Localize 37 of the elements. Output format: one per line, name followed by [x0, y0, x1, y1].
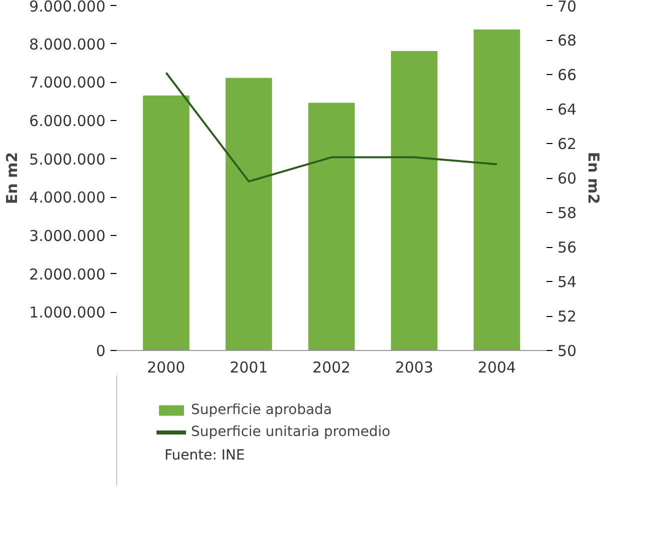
y2-tick-label: 52: [558, 308, 577, 326]
bar: [474, 30, 520, 350]
y2-tick-label: 56: [558, 238, 577, 256]
bar: [142, 95, 190, 350]
y2-tick-label: 68: [558, 32, 577, 50]
y-tick-label: 6.000.000: [29, 112, 106, 130]
y2-tick-label: 50: [558, 342, 577, 360]
y-tick-label: 3.000.000: [29, 227, 106, 245]
y-tick-label: 7.000.000: [29, 74, 106, 92]
bar: [226, 78, 272, 350]
y2-tick-label: 66: [558, 66, 577, 84]
y-tick-label: 1.000.000: [29, 304, 106, 322]
bar: [390, 51, 438, 350]
y2-axis-title: En m2: [584, 152, 603, 204]
legend-label: Superficie aprobada: [191, 402, 332, 418]
y-tick-label: 4.000.000: [29, 188, 106, 207]
y2-tick-label: 62: [558, 135, 577, 153]
x-tick-label: 2000: [147, 358, 186, 376]
y2-tick-label: 54: [558, 273, 577, 291]
line-series: [165, 72, 498, 182]
x-tick-label: 2003: [395, 358, 434, 376]
y-axis-title: En m2: [3, 152, 22, 204]
y-tick-label: 8.000.000: [29, 35, 106, 54]
source-note: Fuente: INE: [164, 448, 245, 464]
bar: [308, 102, 355, 350]
y2-tick-label: 58: [558, 204, 577, 222]
y2-tick-label: 64: [558, 100, 577, 118]
y-tick-label: 9.000.000: [29, 0, 106, 16]
x-tick-label: 2002: [312, 358, 351, 376]
y2-tick-label: 60: [558, 170, 577, 188]
x-tick-label: 2004: [478, 358, 516, 376]
y-tick-label: 5.000.000: [29, 150, 106, 168]
y-tick-label: 0: [96, 342, 106, 360]
y-tick-label: 2.000.000: [29, 265, 106, 284]
legend-label: Superficie unitaria promedio: [191, 424, 390, 440]
x-tick-label: 2001: [230, 358, 268, 376]
y2-tick-label: 70: [558, 0, 577, 16]
